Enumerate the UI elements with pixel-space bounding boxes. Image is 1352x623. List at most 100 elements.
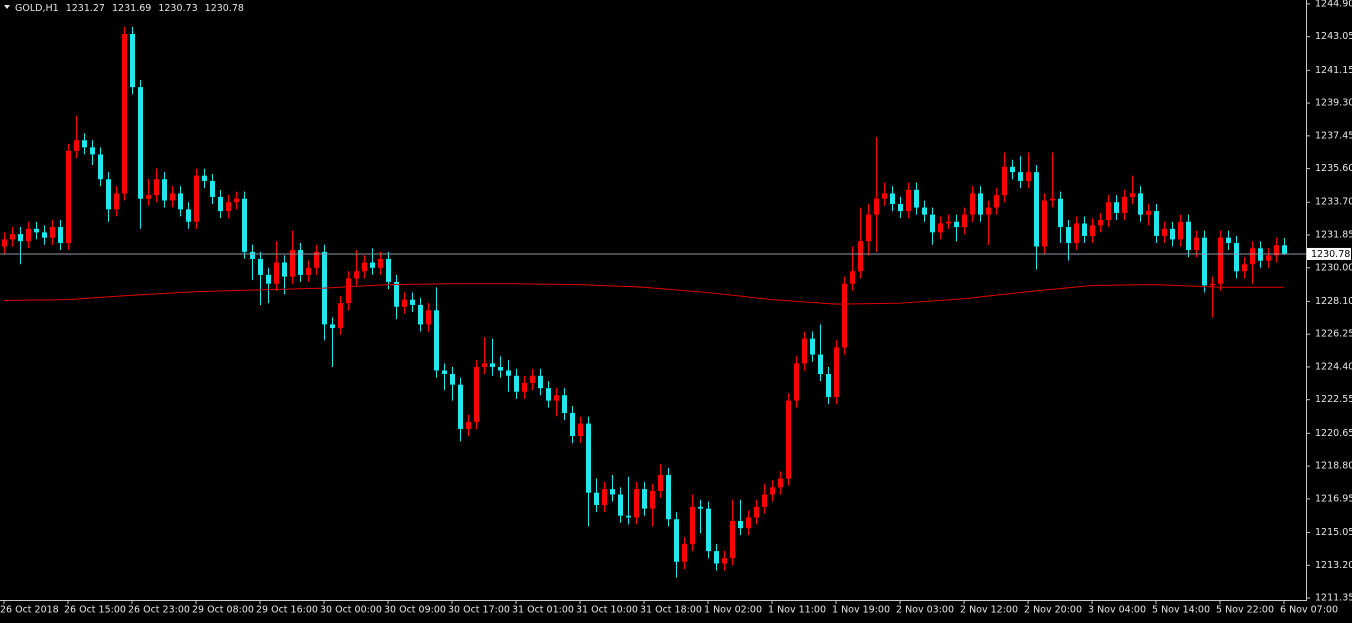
candle-body bbox=[850, 271, 855, 284]
candle-body bbox=[50, 227, 55, 238]
y-tick-label: 1241.15 bbox=[1315, 65, 1352, 76]
candle-body bbox=[82, 140, 87, 148]
candle-body bbox=[474, 366, 479, 422]
y-tick-label: 1224.40 bbox=[1315, 361, 1352, 372]
x-tick-label: 2 Nov 03:00 bbox=[896, 605, 954, 616]
y-tick-label: 1244.90 bbox=[1315, 0, 1352, 9]
close-value: 1230.78 bbox=[205, 3, 244, 14]
candle-body bbox=[1002, 166, 1007, 196]
candle-body bbox=[250, 251, 255, 259]
candle-body bbox=[730, 521, 735, 559]
y-tick-label: 1231.85 bbox=[1315, 230, 1352, 241]
candle-body bbox=[546, 388, 551, 401]
candle-body bbox=[562, 395, 567, 413]
candle-body bbox=[1042, 200, 1047, 247]
candle-body bbox=[858, 241, 863, 272]
x-tick-label: 30 Oct 09:00 bbox=[384, 605, 446, 616]
candle-body bbox=[466, 421, 471, 429]
current-price-tag bbox=[1307, 247, 1351, 260]
candle-body bbox=[1274, 245, 1279, 256]
candle-body bbox=[1258, 248, 1263, 261]
candle-body bbox=[1186, 221, 1191, 251]
candle-body bbox=[642, 489, 647, 509]
candle-body bbox=[818, 354, 823, 375]
candle-body bbox=[218, 196, 223, 212]
candle-body bbox=[682, 544, 687, 562]
candle-body bbox=[354, 271, 359, 279]
x-tick-label: 26 Oct 15:00 bbox=[64, 605, 126, 616]
candle-body bbox=[586, 423, 591, 493]
candle-body bbox=[442, 370, 447, 375]
candle-body bbox=[658, 474, 663, 491]
candle-body bbox=[410, 299, 415, 305]
candle-body bbox=[962, 214, 967, 228]
candle-body bbox=[58, 227, 63, 243]
candle-body bbox=[530, 375, 535, 383]
candle-body bbox=[66, 150, 71, 243]
x-tick-label: 2 Nov 20:00 bbox=[1024, 605, 1082, 616]
candle-body bbox=[458, 384, 463, 429]
candle-body bbox=[450, 374, 455, 385]
x-tick-label: 1 Nov 11:00 bbox=[768, 605, 826, 616]
candle-body bbox=[114, 193, 119, 210]
candle-body bbox=[290, 250, 295, 277]
x-tick-label: 6 Nov 07:00 bbox=[1280, 605, 1338, 616]
x-tick-label: 1 Nov 02:00 bbox=[704, 605, 762, 616]
candle-body bbox=[106, 179, 111, 210]
candle-body bbox=[882, 193, 887, 199]
y-tick-label: 1226.25 bbox=[1315, 329, 1352, 340]
y-tick-label: 1230.00 bbox=[1315, 262, 1352, 273]
candle-body bbox=[554, 395, 559, 401]
candle-body bbox=[706, 508, 711, 552]
candle-body bbox=[162, 179, 167, 201]
chart-header: GOLD,H1 1231.27 1231.69 1230.73 1230.78 bbox=[15, 3, 244, 14]
candle-body bbox=[1034, 172, 1039, 247]
candle-body bbox=[194, 175, 199, 222]
candle-body bbox=[810, 338, 815, 355]
candle-body bbox=[346, 278, 351, 304]
candle-body bbox=[26, 228, 31, 242]
candle-body bbox=[130, 34, 135, 88]
x-tick-label: 5 Nov 22:00 bbox=[1216, 605, 1274, 616]
candle-body bbox=[738, 521, 743, 529]
candle-body bbox=[770, 487, 775, 495]
candle-body bbox=[866, 214, 871, 242]
candle-body bbox=[778, 478, 783, 488]
x-tick-label: 29 Oct 16:00 bbox=[256, 605, 318, 616]
y-tick-label: 1213.20 bbox=[1315, 560, 1352, 571]
candle-body bbox=[394, 281, 399, 307]
candle-body bbox=[434, 310, 439, 371]
x-tick-label: 31 Oct 18:00 bbox=[640, 605, 702, 616]
candle-body bbox=[42, 232, 47, 238]
candle-body bbox=[994, 195, 999, 208]
candle-body bbox=[650, 490, 655, 509]
x-tick-label: 30 Oct 00:00 bbox=[320, 605, 382, 616]
candle-body bbox=[874, 198, 879, 215]
x-tick-label: 3 Nov 04:00 bbox=[1088, 605, 1146, 616]
candle-body bbox=[1106, 202, 1111, 220]
candle-body bbox=[98, 154, 103, 180]
candle-body bbox=[90, 147, 95, 155]
candle-body bbox=[234, 198, 239, 203]
x-tick-label: 29 Oct 08:00 bbox=[192, 605, 254, 616]
candle-body bbox=[890, 193, 895, 205]
chart-title: GOLD,H1 bbox=[15, 3, 59, 14]
candle-body bbox=[594, 492, 599, 506]
candle-body bbox=[970, 193, 975, 215]
candle-body bbox=[1226, 237, 1231, 243]
candle-body bbox=[1090, 225, 1095, 236]
y-tick-label: 1237.45 bbox=[1315, 130, 1352, 141]
y-tick-label: 1233.70 bbox=[1315, 197, 1352, 208]
y-tick-label: 1228.10 bbox=[1315, 296, 1352, 307]
candle-body bbox=[1138, 193, 1143, 215]
candle-body bbox=[666, 474, 671, 520]
candle-body bbox=[34, 228, 39, 233]
candle-body bbox=[834, 347, 839, 398]
candle-body bbox=[146, 195, 151, 199]
candle-body bbox=[1218, 237, 1223, 284]
candle-body bbox=[2, 239, 7, 247]
candle-body bbox=[954, 221, 959, 228]
candle-body bbox=[946, 221, 951, 224]
candle-body bbox=[698, 506, 703, 509]
candle-body bbox=[626, 515, 631, 518]
